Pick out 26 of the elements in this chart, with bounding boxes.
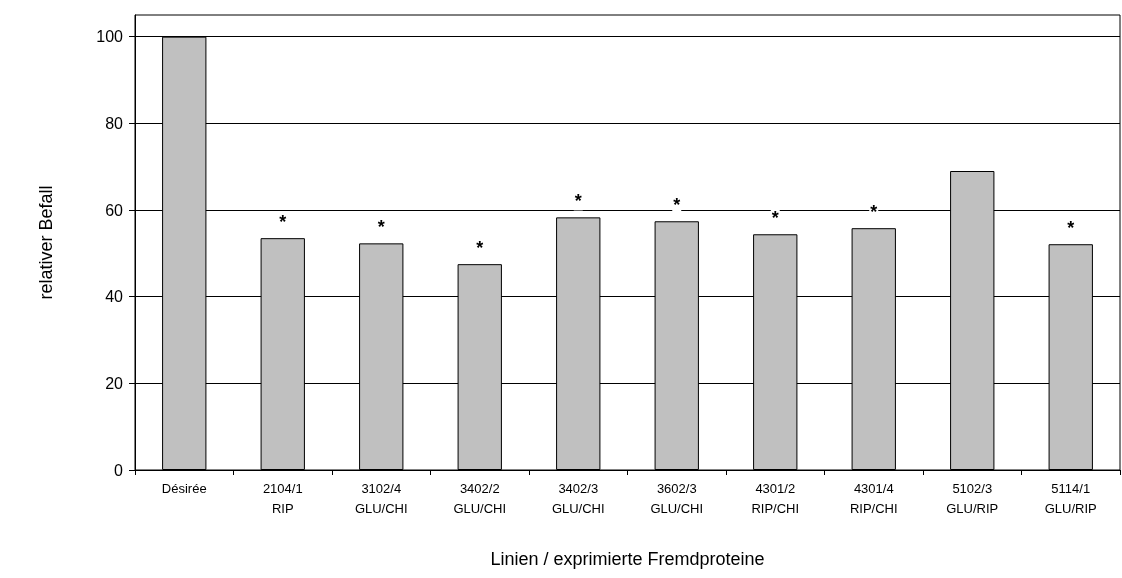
x-tick-label: 4301/2 RIP/CHI (751, 480, 800, 516)
x-tick-label: 3602/3 GLU/CHI (650, 480, 704, 516)
y-tick-label: 80 (105, 114, 124, 132)
x-tick-label: Désirée (161, 480, 207, 496)
y-tick-label: 0 (114, 461, 124, 479)
y-tick-label: 100 (96, 28, 124, 46)
annotation: * (771, 208, 779, 229)
annotation: * (279, 212, 287, 233)
annotation: * (377, 217, 385, 238)
annotation: * (870, 202, 878, 223)
x-tick-label: 5114/1 GLU/RIP (1044, 480, 1097, 516)
x-tick-label: 3402/3 GLU/CHI (551, 480, 605, 516)
y-tick-label: 60 (105, 201, 124, 219)
annotation: * (1067, 218, 1075, 239)
x-tick-label: 2104/1 RIP (262, 480, 303, 516)
x-tick-label: 4301/4 RIP/CHI (849, 480, 898, 516)
x-axis-title: Linien / exprimierte Fremdproteine (490, 549, 765, 569)
y-tick-label: 40 (105, 288, 124, 306)
y-axis-title: relativer Befall (36, 185, 56, 300)
y-tick-label: 20 (105, 374, 124, 392)
annotation: * (476, 238, 484, 259)
x-tick-label: 3402/2 GLU/CHI (453, 480, 507, 516)
annotation: * (574, 191, 582, 212)
x-tick-label: 5102/3 GLU/RIP (946, 480, 999, 516)
x-tick-label: 3102/4 GLU/CHI (354, 480, 408, 516)
annotation: * (673, 195, 681, 216)
